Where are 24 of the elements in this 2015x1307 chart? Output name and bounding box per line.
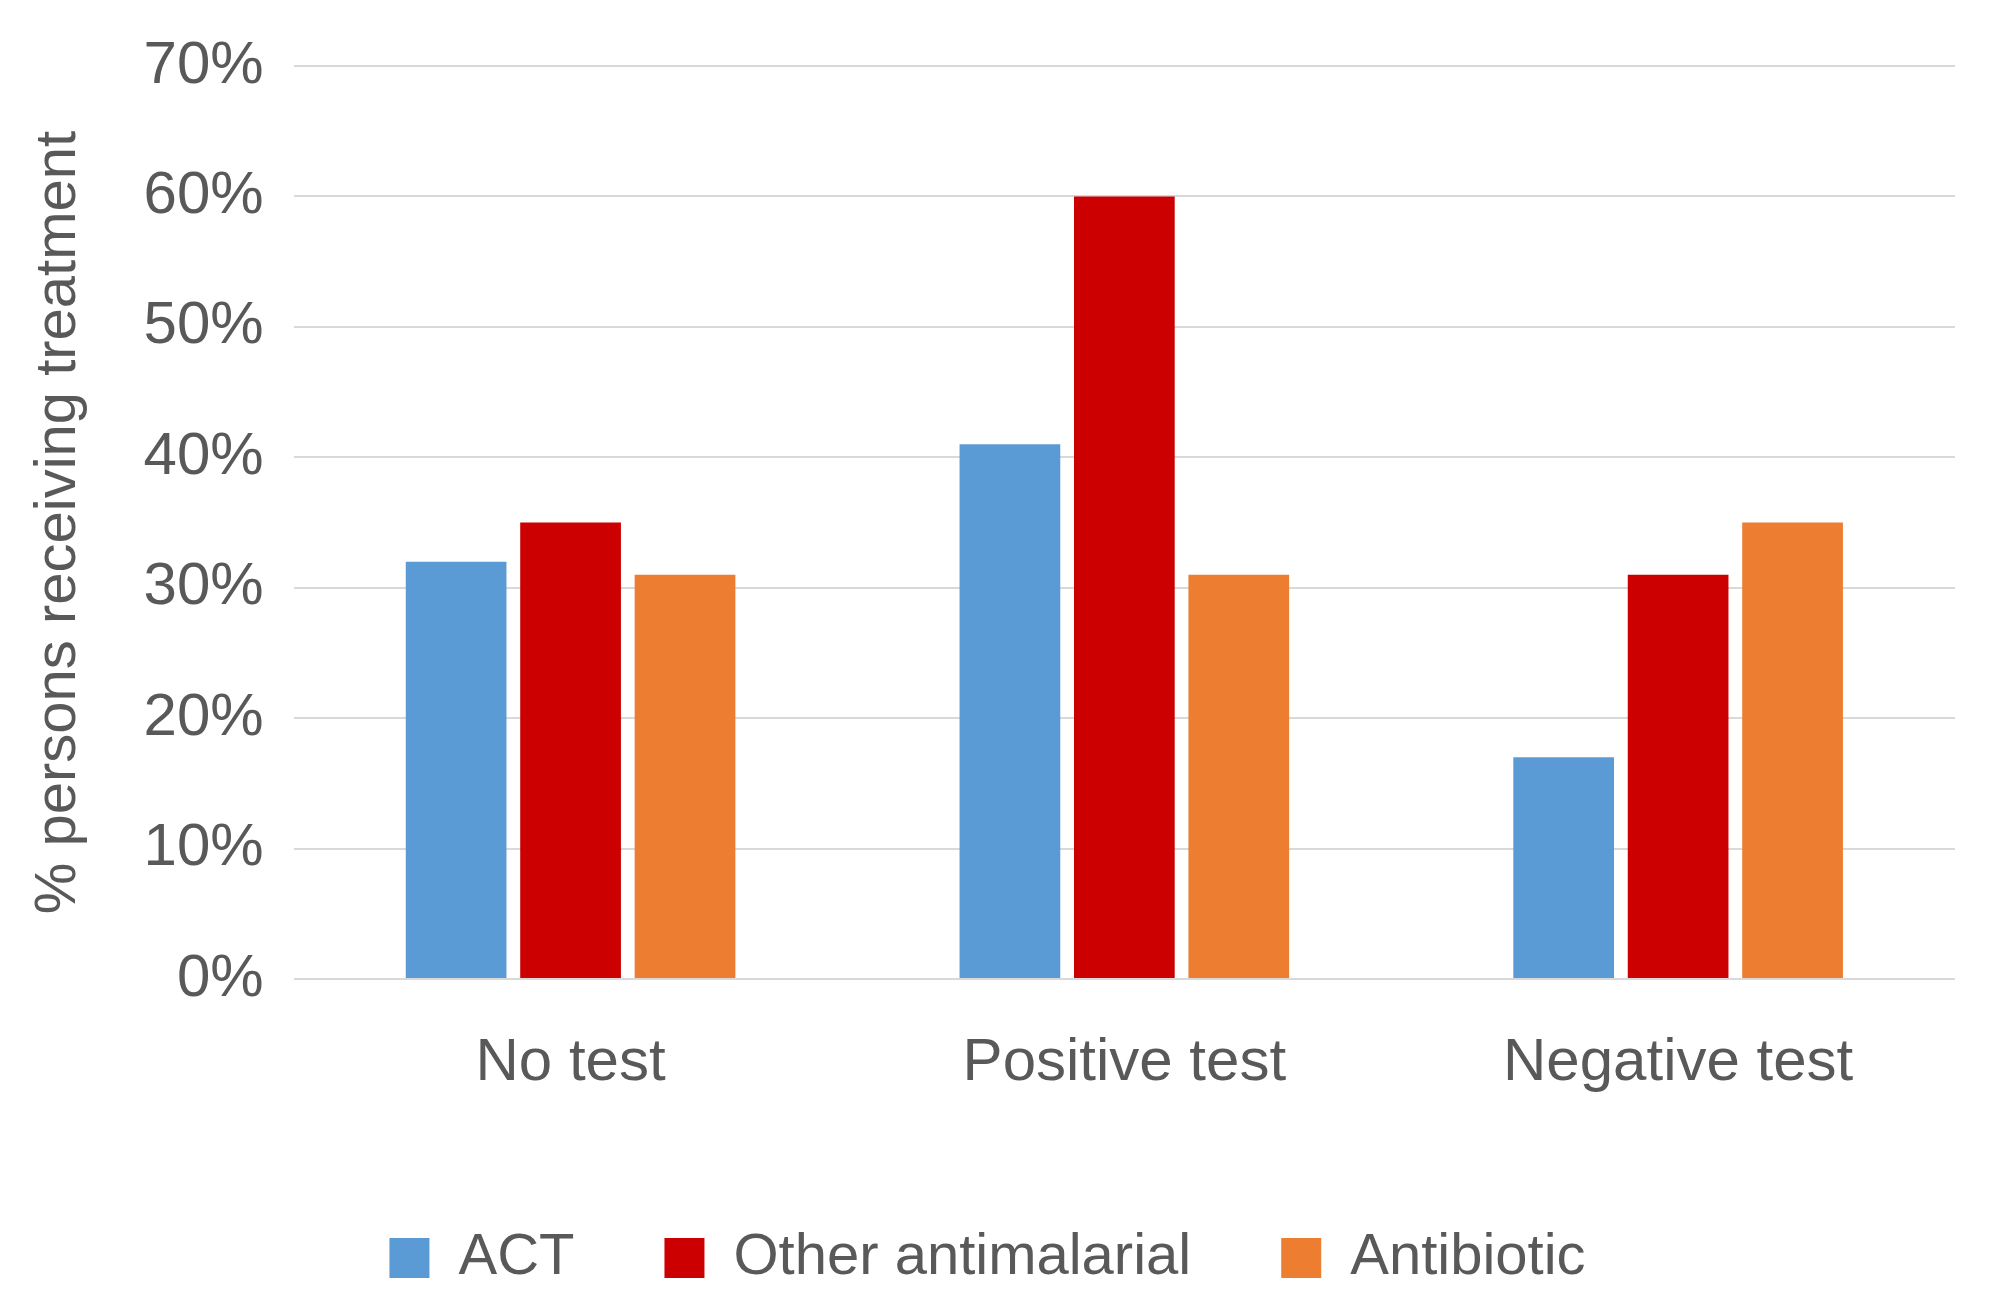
y-tick-label: 0%: [176, 941, 264, 1009]
bar: [520, 522, 621, 978]
y-tick-label: 70%: [143, 28, 264, 96]
y-tick-label: 40%: [143, 419, 264, 487]
y-tick-label: 50%: [143, 289, 264, 357]
bar: [634, 574, 736, 978]
legend-label: Other antimalarial: [733, 1221, 1192, 1286]
legend-label: Antibiotic: [1350, 1221, 1586, 1286]
bar: [405, 561, 507, 978]
bar: [1627, 574, 1729, 978]
y-axis-title: % persons receiving treatment: [21, 130, 87, 915]
bar: [1188, 574, 1290, 978]
y-tick-label: 60%: [143, 158, 264, 226]
y-tick-label: 20%: [143, 680, 264, 748]
x-tick-label: No test: [475, 1025, 666, 1093]
legend-label: ACT: [458, 1221, 575, 1286]
bar: [1742, 522, 1843, 978]
x-tick-label: Negative test: [1503, 1025, 1854, 1093]
bar: [959, 444, 1061, 978]
bar: [1513, 757, 1615, 978]
bar: [1073, 196, 1175, 978]
y-tick-label: 30%: [143, 550, 264, 618]
x-tick-label: Positive test: [962, 1025, 1287, 1093]
y-tick-label: 10%: [143, 811, 264, 879]
